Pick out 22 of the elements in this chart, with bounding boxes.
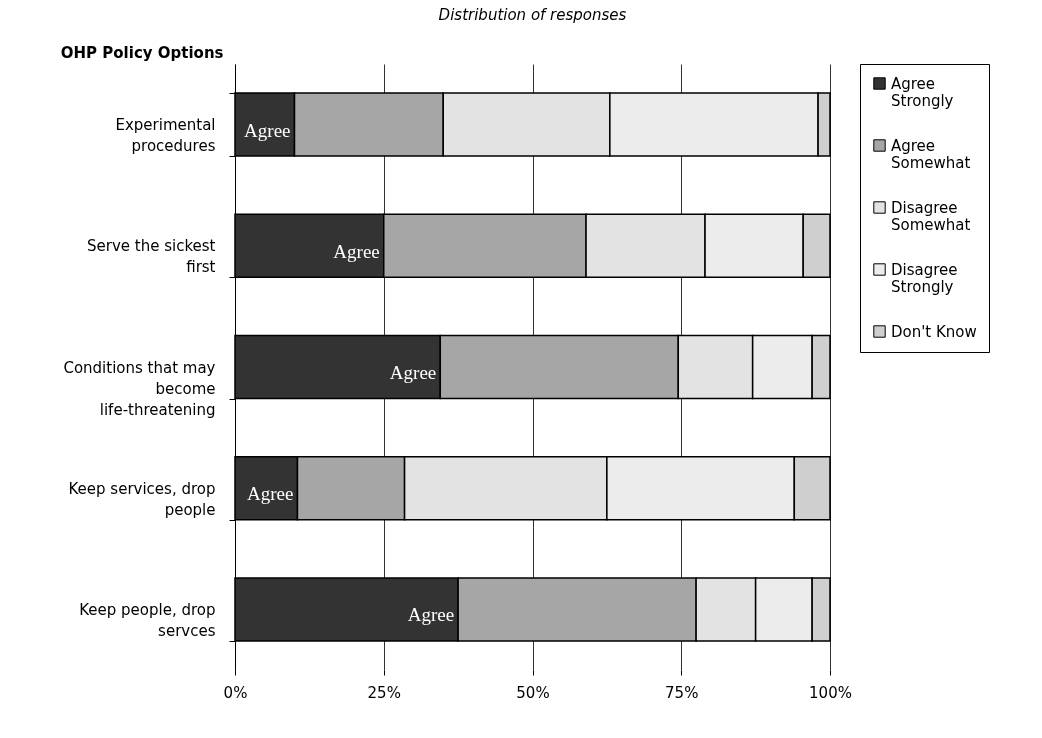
y-axis-title: OHP Policy Options xyxy=(60,43,224,62)
legend-label: Disagree Somewhat xyxy=(891,198,971,234)
y-tick-label: Keep people, drop servces xyxy=(79,600,216,640)
x-tick-label: 75% xyxy=(665,683,699,702)
legend-label: Agree Strongly xyxy=(891,74,954,110)
y-tick-label: Experimental procedures xyxy=(115,116,216,156)
x-tick-label: 50% xyxy=(516,683,550,702)
legend-label: Disagree Strongly xyxy=(891,260,958,296)
annotation: Agree xyxy=(389,362,437,383)
x-tick-label: 25% xyxy=(367,683,401,702)
legend-label: Agree Somewhat xyxy=(891,136,971,172)
annotation: Agree xyxy=(333,240,380,262)
annotation: Agree xyxy=(247,483,294,505)
chart-title: Distribution of responses xyxy=(438,6,627,24)
annotation: Agree xyxy=(244,119,291,141)
y-tick-label: Serve the sickest first xyxy=(87,237,216,277)
y-tick-label: Keep services, drop people xyxy=(68,479,216,519)
annotation: Agree xyxy=(407,604,455,626)
x-tick-label: 100% xyxy=(809,683,852,702)
legend-label: Don't Know xyxy=(891,322,977,341)
y-tick-label: Conditions that may become life-threatening xyxy=(63,358,216,419)
x-tick-label: 0% xyxy=(223,683,248,702)
